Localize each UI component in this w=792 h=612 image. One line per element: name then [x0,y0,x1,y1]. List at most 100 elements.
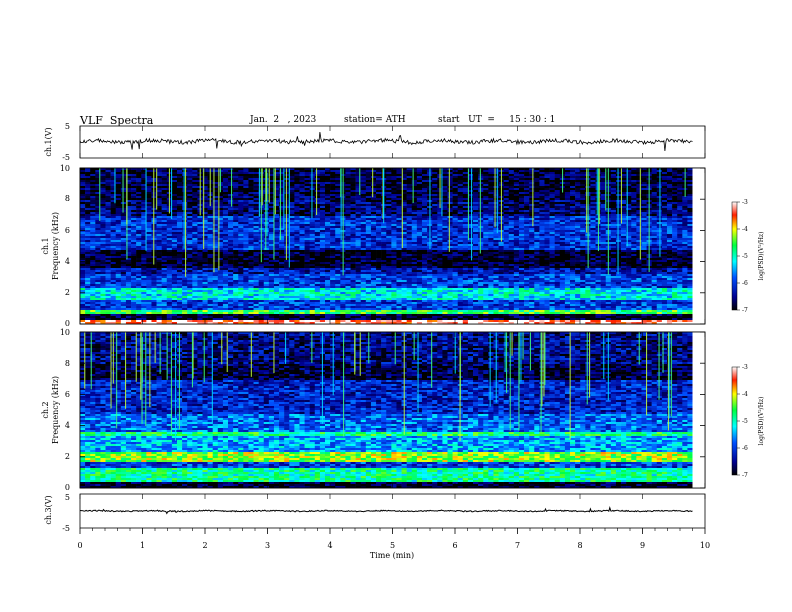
spectrogram-cell [125,198,132,200]
spectrogram-cell [85,214,91,216]
spectrogram-cell [217,232,224,234]
spectrogram-cell [80,246,86,248]
spectrogram-cell [268,224,275,226]
spectrogram-cell [268,244,275,246]
spectrogram-cell [452,202,458,204]
spectrogram-cell [105,220,111,222]
spectrogram-cell [570,242,576,244]
spectrogram-cell [615,220,622,222]
spectrogram-cell [513,206,520,208]
spectrogram-cell [115,224,122,226]
spectrogram-cell [141,234,147,236]
spectrogram-cell [416,170,423,172]
spectrogram-cell [575,184,581,186]
spectrogram-cell [513,224,520,226]
spectrogram-cell [355,190,362,192]
spectrogram-cell [411,198,418,200]
spectrogram-cell [238,218,244,220]
spectrogram-cell [146,224,152,226]
spectrogram-cell [100,238,106,240]
spectrogram-cell [386,224,392,226]
spectrogram-cell [110,188,117,190]
spectrogram-cell [248,206,254,208]
spectrogram-cell [309,232,316,234]
spectrogram-cell [222,182,229,184]
spectrogram-cell [498,248,504,250]
spectrogram-cell [651,230,658,232]
spectrogram-cell [289,212,295,214]
spectrogram-cell [544,248,550,250]
spectrogram-cell [682,218,688,220]
spectrogram-cell [268,200,275,202]
spectrogram-cell [386,248,392,250]
spectrogram-cell [503,174,510,176]
spectrogram-cell [416,214,423,216]
spectrogram-cell [314,186,321,188]
spectrogram-cell [253,200,259,202]
spectrogram-cell [176,224,183,226]
spectrogram-cell [610,216,617,218]
spectrogram-cell [416,202,423,204]
spectrogram-cell [146,232,152,234]
spectrogram-cell [467,190,474,192]
spectrogram-cell [462,240,469,242]
spectrogram-cell [524,202,530,204]
spectrogram-cell [161,210,168,212]
spectrogram-cell [524,218,530,220]
spectrogram-cell [228,212,234,214]
spectrogram-cell [666,198,673,200]
spectrogram-cell [666,190,673,192]
spectrogram-cell [110,240,117,242]
spectrogram-cell [641,218,647,220]
spectrogram-cell [391,204,397,206]
spectrogram-cell [207,222,213,224]
spectrogram-cell [651,234,658,236]
spectrogram-cell [396,242,402,244]
spectrogram-cell [549,192,555,194]
spectrogram-cell [564,182,571,184]
spectrogram-cell [314,230,321,232]
spectrogram-cell [677,212,683,214]
spectrogram-cell [217,194,224,196]
spectrogram-cell [452,176,458,178]
spectrogram-cell [687,242,693,244]
spectrogram-cell [493,226,499,228]
spectrogram-cell [299,232,305,234]
spectrogram-cell [330,230,336,232]
spectrogram-cell [105,236,111,238]
spectrogram-cell [682,202,688,204]
spectrogram-cell [590,196,596,198]
spectrogram-cell [268,192,275,194]
spectrogram-cell [192,216,198,218]
spectrogram-cell [580,174,586,176]
spectrogram-cell [309,226,316,228]
spectrogram-cell [631,208,637,210]
spectrogram-cell [80,202,86,204]
spectrogram-cell [636,232,642,234]
spectrogram-cell [518,234,525,236]
spectrogram-cell [370,194,377,196]
spectrogram-cell [228,216,234,218]
spectrogram-cell [467,186,474,188]
spectrogram-cell [365,226,372,228]
spectrogram-cell [682,224,688,226]
spectrogram-cell [396,246,402,248]
spectrogram-cell [666,224,673,226]
spectrogram-cell [539,224,545,226]
spectrogram-cell [345,226,351,228]
spectrogram-cell [131,182,137,184]
spectrogram-cell [161,206,168,208]
spectrogram-cell [442,210,448,212]
spectrogram-cell [248,236,254,238]
spectrogram-cell [666,248,673,250]
spectrogram-cell [355,200,362,202]
spectrogram-cell [631,198,637,200]
spectrogram-cell [187,170,193,172]
spectrogram-cell [238,180,244,182]
spectrogram-cell [115,188,122,190]
spectrogram-cell [217,198,224,200]
spectrogram-cell [488,232,494,234]
spectrogram-cell [421,200,428,202]
spectrogram-cell [110,178,117,180]
spectrogram-cell [182,200,188,202]
